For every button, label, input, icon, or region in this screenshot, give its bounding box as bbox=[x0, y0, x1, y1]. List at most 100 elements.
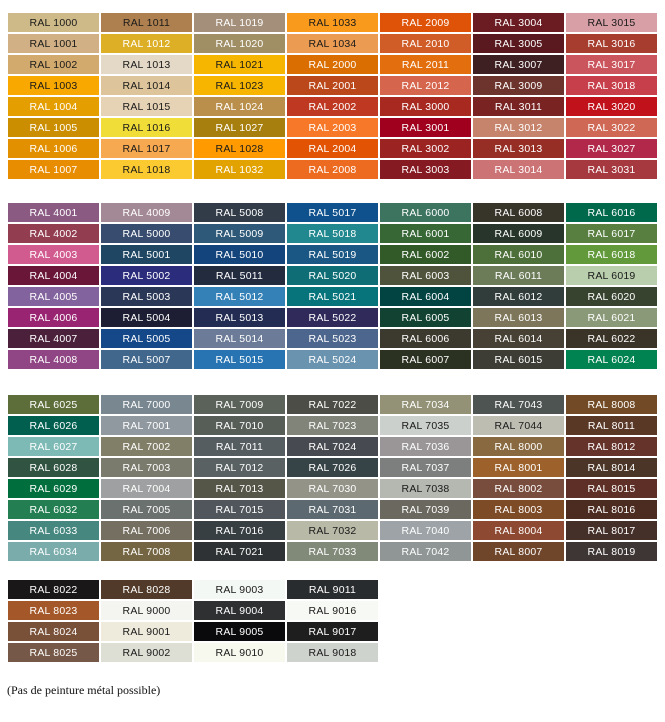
color-swatch: RAL 7013 bbox=[194, 479, 285, 498]
color-swatch: RAL 1014 bbox=[101, 76, 192, 95]
color-swatch: RAL 6015 bbox=[473, 350, 564, 369]
color-swatch: RAL 4005 bbox=[8, 287, 99, 306]
color-swatch: RAL 7035 bbox=[380, 416, 471, 435]
color-swatch: RAL 2009 bbox=[380, 13, 471, 32]
color-swatch: RAL 5022 bbox=[287, 308, 378, 327]
color-swatch: RAL 7021 bbox=[194, 542, 285, 561]
color-swatch: RAL 1005 bbox=[8, 118, 99, 137]
color-swatch: RAL 2008 bbox=[287, 160, 378, 179]
color-swatch: RAL 7043 bbox=[473, 395, 564, 414]
color-swatch: RAL 3012 bbox=[473, 118, 564, 137]
color-swatch: RAL 1004 bbox=[8, 97, 99, 116]
color-swatch: RAL 3007 bbox=[473, 55, 564, 74]
color-swatch: RAL 3005 bbox=[473, 34, 564, 53]
color-swatch: RAL 6017 bbox=[566, 224, 657, 243]
color-swatch: RAL 6032 bbox=[8, 500, 99, 519]
color-swatch: RAL 4003 bbox=[8, 245, 99, 264]
color-swatch: RAL 7004 bbox=[101, 479, 192, 498]
color-swatch: RAL 7000 bbox=[101, 395, 192, 414]
color-swatch: RAL 4001 bbox=[8, 203, 99, 222]
color-swatch: RAL 6010 bbox=[473, 245, 564, 264]
color-swatch: RAL 5024 bbox=[287, 350, 378, 369]
color-swatch: RAL 8000 bbox=[473, 437, 564, 456]
color-swatch: RAL 3031 bbox=[566, 160, 657, 179]
color-swatch: RAL 6026 bbox=[8, 416, 99, 435]
color-swatch: RAL 5003 bbox=[101, 287, 192, 306]
color-swatch: RAL 2011 bbox=[380, 55, 471, 74]
color-swatch: RAL 8019 bbox=[566, 542, 657, 561]
color-swatch: RAL 5014 bbox=[194, 329, 285, 348]
color-swatch: RAL 1028 bbox=[194, 139, 285, 158]
color-swatch: RAL 9017 bbox=[287, 622, 378, 641]
color-swatch: RAL 1032 bbox=[194, 160, 285, 179]
color-swatch: RAL 3002 bbox=[380, 139, 471, 158]
color-swatch: RAL 7034 bbox=[380, 395, 471, 414]
color-swatch: RAL 6025 bbox=[8, 395, 99, 414]
color-swatch: RAL 5008 bbox=[194, 203, 285, 222]
color-swatch: RAL 4007 bbox=[8, 329, 99, 348]
color-swatch: RAL 7042 bbox=[380, 542, 471, 561]
color-swatch: RAL 8017 bbox=[566, 521, 657, 540]
color-swatch: RAL 7044 bbox=[473, 416, 564, 435]
color-swatch: RAL 8023 bbox=[8, 601, 99, 620]
color-swatch: RAL 5018 bbox=[287, 224, 378, 243]
color-swatch: RAL 6018 bbox=[566, 245, 657, 264]
color-swatch: RAL 1034 bbox=[287, 34, 378, 53]
color-swatch: RAL 5012 bbox=[194, 287, 285, 306]
color-swatch: RAL 6019 bbox=[566, 266, 657, 285]
color-swatch: RAL 6003 bbox=[380, 266, 471, 285]
color-swatch: RAL 7036 bbox=[380, 437, 471, 456]
color-swatch: RAL 7037 bbox=[380, 458, 471, 477]
color-swatch: RAL 4008 bbox=[8, 350, 99, 369]
color-swatch: RAL 7003 bbox=[101, 458, 192, 477]
color-swatch: RAL 8001 bbox=[473, 458, 564, 477]
color-swatch: RAL 3027 bbox=[566, 139, 657, 158]
color-swatch: RAL 2002 bbox=[287, 97, 378, 116]
color-swatch: RAL 9001 bbox=[101, 622, 192, 641]
color-swatch: RAL 1003 bbox=[8, 76, 99, 95]
color-swatch: RAL 1016 bbox=[101, 118, 192, 137]
color-swatch: RAL 7008 bbox=[101, 542, 192, 561]
color-swatch: RAL 3020 bbox=[566, 97, 657, 116]
color-swatch: RAL 7038 bbox=[380, 479, 471, 498]
color-swatch: RAL 5001 bbox=[101, 245, 192, 264]
color-swatch: RAL 7032 bbox=[287, 521, 378, 540]
color-swatch: RAL 6001 bbox=[380, 224, 471, 243]
color-swatch: RAL 1001 bbox=[8, 34, 99, 53]
color-swatch: RAL 7012 bbox=[194, 458, 285, 477]
color-swatch: RAL 1013 bbox=[101, 55, 192, 74]
color-swatch: RAL 7005 bbox=[101, 500, 192, 519]
color-swatch: RAL 8003 bbox=[473, 500, 564, 519]
color-swatch: RAL 6034 bbox=[8, 542, 99, 561]
color-swatch: RAL 8002 bbox=[473, 479, 564, 498]
color-swatch: RAL 3004 bbox=[473, 13, 564, 32]
color-swatch: RAL 5002 bbox=[101, 266, 192, 285]
color-swatch: RAL 7031 bbox=[287, 500, 378, 519]
color-swatch: RAL 9000 bbox=[101, 601, 192, 620]
color-swatch: RAL 1017 bbox=[101, 139, 192, 158]
color-swatch: RAL 5011 bbox=[194, 266, 285, 285]
color-swatch: RAL 8012 bbox=[566, 437, 657, 456]
color-swatch: RAL 5020 bbox=[287, 266, 378, 285]
color-swatch: RAL 9018 bbox=[287, 643, 378, 662]
color-swatch: RAL 1018 bbox=[101, 160, 192, 179]
color-swatch: RAL 8015 bbox=[566, 479, 657, 498]
swatch-group-2: RAL 4001 RAL 4002 RAL 4003 RAL 4004 RAL 4005… bbox=[8, 203, 657, 369]
color-swatch: RAL 1024 bbox=[194, 97, 285, 116]
color-swatch: RAL 1027 bbox=[194, 118, 285, 137]
color-swatch: RAL 4009 bbox=[101, 203, 192, 222]
color-swatch: RAL 6028 bbox=[8, 458, 99, 477]
color-swatch: RAL 3009 bbox=[473, 76, 564, 95]
color-swatch: RAL 2004 bbox=[287, 139, 378, 158]
color-swatch: RAL 1006 bbox=[8, 139, 99, 158]
color-swatch: RAL 3018 bbox=[566, 76, 657, 95]
color-swatch: RAL 8008 bbox=[566, 395, 657, 414]
color-swatch: RAL 5010 bbox=[194, 245, 285, 264]
color-swatch: RAL 7002 bbox=[101, 437, 192, 456]
color-swatch: RAL 5015 bbox=[194, 350, 285, 369]
color-swatch: RAL 8024 bbox=[8, 622, 99, 641]
color-swatch: RAL 1012 bbox=[101, 34, 192, 53]
color-swatch: RAL 1007 bbox=[8, 160, 99, 179]
swatch-group-4: RAL 8022 RAL 8023 RAL 8024 RAL 8025 RAL 8028… bbox=[8, 580, 378, 662]
color-swatch: RAL 6024 bbox=[566, 350, 657, 369]
